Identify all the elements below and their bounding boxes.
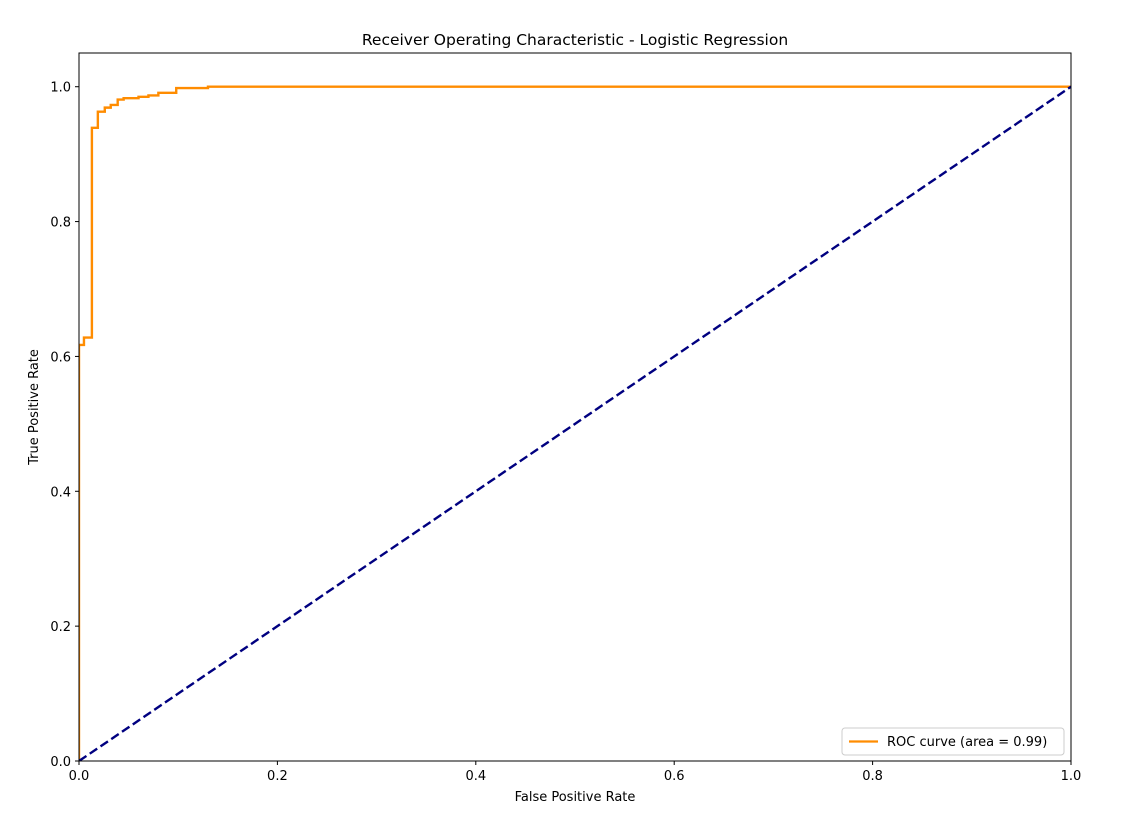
- legend: ROC curve (area = 0.99): [841, 727, 1065, 756]
- y-tick-label: 0.8: [50, 216, 71, 231]
- x-tick-label: 1.0: [1061, 769, 1082, 784]
- roc-curve-line: [79, 85, 1071, 761]
- plot-area-frame: [78, 52, 1072, 762]
- x-tick-label: 0.0: [69, 769, 90, 784]
- x-tick-label: 0.4: [465, 769, 486, 784]
- legend-box: [841, 727, 1065, 756]
- x-axis-ticks: 0.0 0.2 0.4 0.6 0.8 1.0: [69, 761, 1082, 784]
- x-tick-label: 0.2: [267, 769, 288, 784]
- chart-title: Receiver Operating Characteristic - Logi…: [362, 31, 788, 49]
- series-layer: [79, 85, 1071, 761]
- y-tick-label: 0.4: [50, 485, 71, 500]
- y-tick-label: 0.0: [50, 755, 71, 770]
- y-tick-label: 0.2: [50, 620, 71, 635]
- x-axis-label: False Positive Rate: [515, 790, 636, 805]
- y-tick-label: 1.0: [50, 81, 71, 96]
- x-tick-label: 0.8: [862, 769, 883, 784]
- x-tick-label: 0.6: [664, 769, 685, 784]
- y-axis-ticks: 0.0 0.2 0.4 0.6 0.8 1.0: [50, 81, 79, 770]
- y-tick-label: 0.6: [50, 350, 71, 365]
- legend-label-roc-curve: ROC curve (area = 0.99): [887, 735, 1047, 750]
- y-axis-label: True Positive Rate: [27, 349, 42, 466]
- chance-diagonal-line: [79, 85, 1071, 761]
